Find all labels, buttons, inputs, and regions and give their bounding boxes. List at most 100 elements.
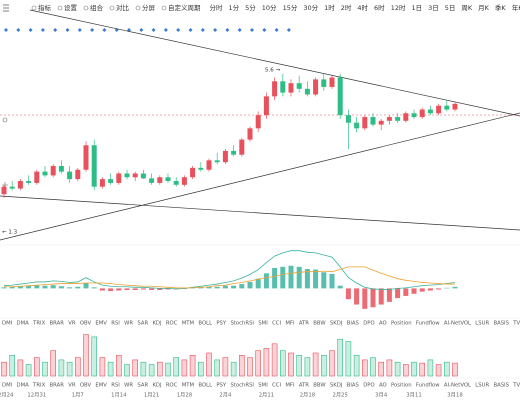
period-button[interactable]: 15分: [283, 3, 298, 12]
indicator-tab[interactable]: WR: [124, 321, 133, 327]
indicator-tab[interactable]: BASIS: [493, 383, 509, 389]
indicator-tab[interactable]: BOLL: [198, 383, 212, 389]
event-marker: [237, 28, 242, 32]
period-button[interactable]: 6时: [374, 3, 385, 12]
period-button[interactable]: 5分: [245, 3, 256, 12]
indicator-tab[interactable]: AO: [379, 383, 387, 389]
indicator-tab[interactable]: VR: [68, 383, 76, 389]
indicator-tab[interactable]: WR: [124, 383, 133, 389]
indicator-tab[interactable]: Position: [391, 383, 412, 389]
indicator-tab[interactable]: DMI: [2, 321, 13, 327]
indicator-tab[interactable]: BIAS: [347, 321, 360, 327]
tool-button[interactable]: 分屏: [142, 3, 156, 12]
tool-button[interactable]: 组合: [90, 3, 104, 12]
period-button[interactable]: 30分: [303, 3, 318, 12]
indicator-tab[interactable]: BOLL: [198, 321, 212, 327]
indicator-tab[interactable]: OBV: [80, 383, 92, 389]
tool-icon[interactable]: [83, 5, 89, 11]
indicator-tab[interactable]: BBW: [313, 321, 326, 327]
indicator-tab[interactable]: BASIS: [493, 321, 509, 327]
volume-bar: [320, 354, 327, 377]
period-button[interactable]: 周K: [461, 4, 473, 12]
tool-button[interactable]: 指标: [38, 3, 52, 12]
period-button[interactable]: 1日: [411, 4, 422, 12]
volume-bar: [271, 343, 278, 377]
indicator-tab[interactable]: DMA: [17, 321, 30, 327]
indicator-tab[interactable]: AI-NetVOL: [444, 321, 471, 327]
period-button[interactable]: 1时: [324, 3, 335, 12]
indicator-tab[interactable]: MFI: [285, 321, 295, 327]
period-button[interactable]: 分时: [210, 3, 224, 12]
indicator-tab[interactable]: Fundflow: [416, 383, 440, 389]
period-button[interactable]: 3日: [428, 4, 439, 12]
indicator-tab[interactable]: KDJ: [152, 321, 162, 327]
tool-button[interactable]: 设置: [64, 3, 78, 12]
indicator-tab[interactable]: TRIX: [32, 383, 45, 389]
indicator-tab[interactable]: OBV: [80, 321, 92, 327]
indicator-tab[interactable]: SAR: [137, 383, 148, 389]
period-button[interactable]: 5日: [445, 4, 456, 12]
period-button[interactable]: 10分: [262, 3, 277, 12]
tool-icon[interactable]: [31, 5, 37, 11]
indicator-tab[interactable]: Fundflow: [416, 321, 440, 327]
indicator-tab[interactable]: SMI: [258, 383, 268, 389]
indicator-tab[interactable]: TVolume: [512, 321, 520, 327]
indicator-tab[interactable]: SKDJ: [330, 321, 343, 327]
indicator-tab[interactable]: SKDJ: [330, 383, 343, 389]
indicator-tab[interactable]: EMV: [95, 383, 107, 389]
indicator-tab[interactable]: Position: [391, 321, 412, 327]
indicator-tab[interactable]: KDJ: [152, 383, 162, 389]
indicator-tab[interactable]: TRIX: [32, 321, 45, 327]
candle-body: [116, 173, 122, 183]
indicator-tab[interactable]: SMI: [258, 321, 268, 327]
indicator-tab[interactable]: BIAS: [347, 383, 360, 389]
macd-bar: [411, 288, 417, 294]
period-button[interactable]: 4时: [357, 3, 368, 12]
indicator-tab[interactable]: CCI: [272, 321, 281, 327]
indicator-tab[interactable]: DPO: [363, 321, 374, 327]
indicator-tab[interactable]: BRAR: [50, 383, 65, 389]
indicator-tab[interactable]: StochRSI: [230, 321, 254, 327]
period-button[interactable]: 12时: [391, 3, 406, 12]
search-icon[interactable]: [2, 117, 8, 123]
indicator-tab[interactable]: DPO: [363, 383, 374, 389]
period-button[interactable]: 年K: [512, 3, 520, 12]
indicator-tab[interactable]: ROC: [166, 383, 178, 389]
indicator-tab[interactable]: BRAR: [50, 321, 65, 327]
tool-icon[interactable]: [135, 5, 141, 11]
indicator-tab[interactable]: StochRSI: [230, 383, 254, 389]
period-button[interactable]: 2时: [341, 3, 352, 12]
indicator-tab[interactable]: MTM: [182, 383, 195, 389]
indicator-tab[interactable]: PSY: [216, 321, 227, 327]
period-button[interactable]: 季K: [495, 3, 507, 12]
indicator-tab[interactable]: BBW: [313, 383, 326, 389]
tool-button[interactable]: 对比: [116, 3, 130, 12]
indicator-tab[interactable]: AO: [379, 321, 387, 327]
period-button[interactable]: 月K: [478, 4, 490, 12]
indicator-tab[interactable]: LSUR: [475, 321, 489, 327]
indicator-tab[interactable]: VR: [68, 321, 76, 327]
event-marker: [77, 28, 82, 32]
indicator-tab[interactable]: ATR: [299, 383, 309, 389]
indicator-tab[interactable]: ROC: [166, 321, 178, 327]
indicator-tab[interactable]: DMA: [17, 383, 30, 389]
macd-bar: [206, 286, 212, 289]
indicator-tab[interactable]: RSI: [111, 321, 120, 327]
indicator-tab[interactable]: LSUR: [475, 383, 489, 389]
period-button[interactable]: 1分: [229, 3, 240, 12]
indicator-tab[interactable]: RSI: [111, 383, 120, 389]
tool-icon[interactable]: [57, 5, 63, 11]
indicator-tab[interactable]: PSY: [216, 383, 227, 389]
indicator-tab[interactable]: MTM: [182, 321, 195, 327]
tool-button[interactable]: 自定义周期: [168, 3, 201, 12]
indicator-tab[interactable]: EMV: [95, 321, 107, 327]
tool-icon[interactable]: [161, 5, 167, 11]
indicator-tab[interactable]: AI-NetVOL: [444, 383, 471, 389]
indicator-tab[interactable]: CCI: [272, 383, 281, 389]
indicator-tab[interactable]: SAR: [137, 321, 148, 327]
indicator-tab[interactable]: MFI: [285, 383, 295, 389]
indicator-tab[interactable]: TVolume: [512, 383, 520, 389]
tool-icon[interactable]: [109, 5, 115, 11]
indicator-tab[interactable]: ATR: [299, 321, 309, 327]
indicator-tab[interactable]: DMI: [2, 383, 13, 389]
